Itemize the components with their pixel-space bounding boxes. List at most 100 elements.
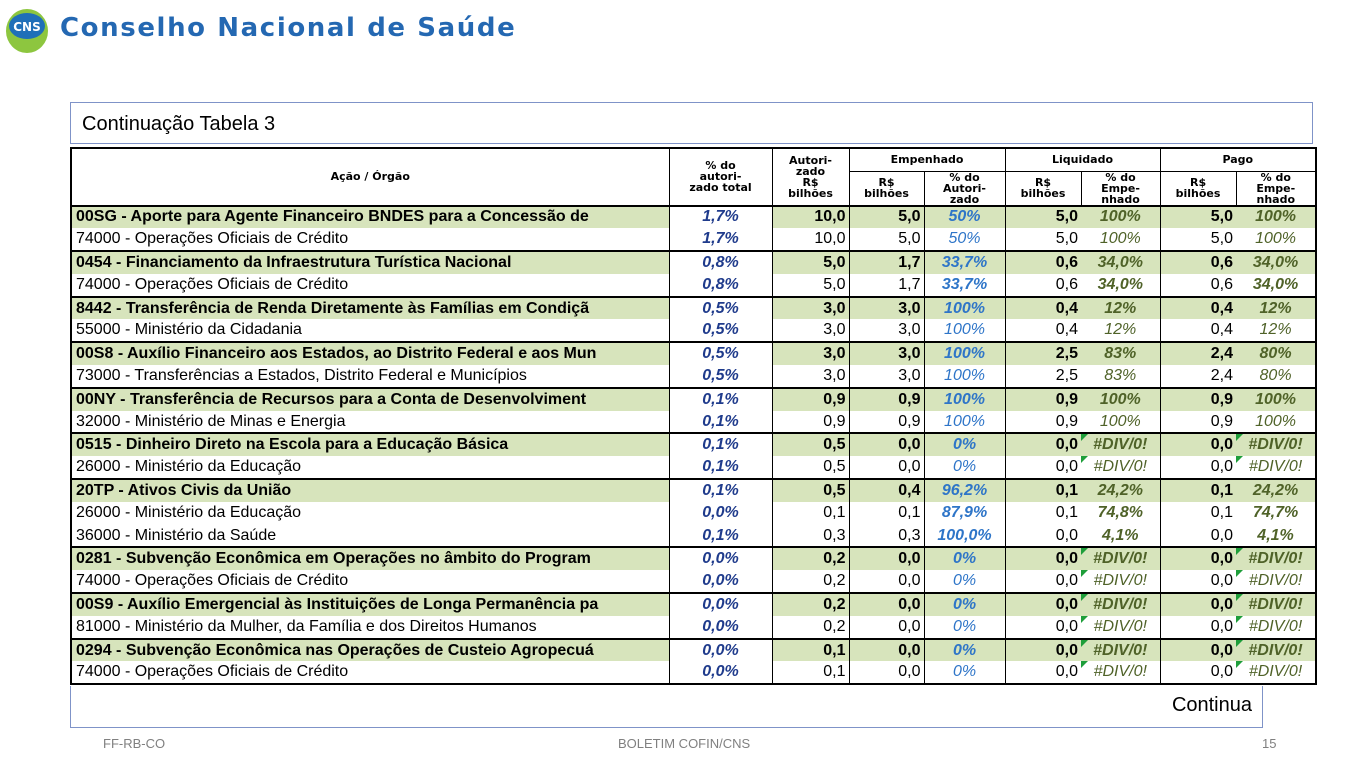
row-pago-pct: #DIV/0! xyxy=(1236,615,1316,639)
table-row-organ: 74000 - Operações Oficiais de Crédito 0,0… xyxy=(70,661,1316,685)
table-row-action: 00S8 - Auxílio Financeiro aos Estados, a… xyxy=(70,341,1317,366)
header-liquidado: Liquidado xyxy=(1004,147,1161,172)
row-liquidado-pct: 83% xyxy=(1104,366,1137,384)
row-name: 74000 - Operações Oficiais de Crédito xyxy=(70,273,669,297)
row-pago: 0,0 xyxy=(1159,432,1237,457)
header-emp-pct: % do Autori-zado xyxy=(923,170,1006,206)
row-autorizado: 0,5 xyxy=(771,456,849,480)
row-pago-pct: 100% xyxy=(1255,412,1296,430)
table-row-action: 00S9 - Auxílio Emergencial às Instituiçõ… xyxy=(70,592,1317,616)
row-empenhado-pct: 33,7% xyxy=(923,273,1006,297)
row-autorizado: 0,1 xyxy=(771,661,849,685)
row-autorizado: 3,0 xyxy=(771,319,849,343)
row-pago-pct: 34,0% xyxy=(1236,250,1317,274)
row-name: 26000 - Ministério da Educação xyxy=(70,456,669,480)
row-name: 00S8 - Auxílio Financeiro aos Estados, a… xyxy=(70,341,669,366)
row-empenhado: 3,0 xyxy=(848,341,924,366)
row-pago: 0,4 xyxy=(1159,295,1237,320)
footer-left: FF-RB-CO xyxy=(103,736,166,751)
table-row-action: 0281 - Subvenção Econômica em Operações … xyxy=(70,546,1317,571)
row-pago: 5,0 xyxy=(1159,228,1237,252)
row-share: 0,0% xyxy=(668,546,772,571)
budget-table: Ação / Órgão % do autori-zado total Autor… xyxy=(70,147,1318,686)
row-liquidado: 0,0 xyxy=(1004,592,1082,616)
row-empenhado: 5,0 xyxy=(848,204,924,229)
row-autorizado: 0,2 xyxy=(771,570,849,594)
row-empenhado: 0,0 xyxy=(848,432,924,457)
row-liquidado: 2,5 xyxy=(1004,365,1082,388)
header-liq-pct: % do Empe-nhado xyxy=(1080,170,1161,206)
svg-text:CNS: CNS xyxy=(13,20,41,34)
row-empenhado: 0,9 xyxy=(848,410,924,434)
row-empenhado: 3,0 xyxy=(848,295,924,320)
row-liquidado: 0,0 xyxy=(1004,637,1082,662)
row-liquidado-pct: #DIV/0! xyxy=(1081,432,1161,457)
row-empenhado-pct: 100% xyxy=(923,341,1006,366)
row-liquidado-pct: 100% xyxy=(1099,230,1141,248)
row-liquidado: 0,1 xyxy=(1004,478,1082,502)
row-pago-pct: 12% xyxy=(1236,295,1317,320)
row-liquidado: 0,0 xyxy=(1004,432,1082,457)
row-liquidado: 0,1 xyxy=(1004,501,1082,525)
row-liquidado: 0,4 xyxy=(1004,319,1082,343)
row-empenhado: 0,4 xyxy=(848,478,924,502)
footer-center: BOLETIM COFIN/CNS xyxy=(618,736,751,751)
row-autorizado: 0,5 xyxy=(771,478,849,502)
table-row-organ: 74000 - Operações Oficiais de Crédito 0,8… xyxy=(70,273,1316,297)
row-liquidado: 0,0 xyxy=(1004,524,1082,548)
row-liquidado-pct: 100% xyxy=(1081,386,1161,411)
row-pago-pct: 12% xyxy=(1259,321,1292,339)
row-pago: 0,0 xyxy=(1159,661,1237,685)
row-liquidado-pct: #DIV/0! xyxy=(1081,456,1160,479)
row-share: 0,8% xyxy=(668,250,772,274)
row-share: 0,1% xyxy=(668,524,772,548)
cns-logo: CNS xyxy=(6,9,48,53)
row-name: 26000 - Ministério da Educação xyxy=(70,501,669,525)
header-autorizado: Autori-zado R$ bilhões xyxy=(771,147,850,206)
table-row-action: 00NY - Transferência de Recursos para a … xyxy=(70,386,1317,411)
row-share: 0,0% xyxy=(668,501,772,525)
header-share: % do autori-zado total xyxy=(668,147,773,206)
row-empenhado-pct: 100% xyxy=(923,365,1006,388)
row-name: 55000 - Ministério da Cidadania xyxy=(70,319,669,343)
row-pago: 2,4 xyxy=(1159,365,1237,388)
row-autorizado: 0,9 xyxy=(771,386,849,411)
header-emp-rs: R$ bilhões xyxy=(848,170,925,206)
header-pago: Pago xyxy=(1159,147,1317,172)
table-row-action: 8442 - Transferência de Renda Diretament… xyxy=(70,295,1317,320)
row-liquidado: 5,0 xyxy=(1004,228,1082,252)
row-autorizado: 0,3 xyxy=(771,524,849,548)
row-empenhado-pct: 0% xyxy=(923,546,1006,571)
row-liquidado: 0,0 xyxy=(1004,661,1082,685)
row-pago-pct: #DIV/0! xyxy=(1236,592,1317,616)
header-empenhado: Empenhado xyxy=(848,147,1006,172)
row-autorizado: 0,1 xyxy=(771,501,849,525)
row-share: 0,0% xyxy=(668,592,772,616)
row-empenhado: 0,9 xyxy=(848,386,924,411)
row-autorizado: 5,0 xyxy=(771,250,849,274)
row-pago: 0,0 xyxy=(1159,456,1237,480)
row-liquidado-pct: #DIV/0! xyxy=(1081,637,1161,662)
row-empenhado-pct: 0% xyxy=(923,637,1006,662)
row-liquidado-pct: 74,8% xyxy=(1097,504,1143,522)
row-pago: 0,9 xyxy=(1159,410,1237,434)
row-liquidado-pct: 34,0% xyxy=(1097,275,1143,293)
row-name: 36000 - Ministério da Saúde xyxy=(70,524,669,548)
row-empenhado-pct: 100,0% xyxy=(923,524,1006,548)
row-pago: 0,0 xyxy=(1159,615,1237,639)
row-pago-pct: 74,7% xyxy=(1252,504,1299,522)
row-liquidado-pct: 100% xyxy=(1081,204,1161,229)
row-empenhado: 0,0 xyxy=(848,456,924,480)
row-share: 0,5% xyxy=(668,319,772,343)
header-liq-rs: R$ bilhões xyxy=(1004,170,1082,206)
row-liquidado-pct: #DIV/0! xyxy=(1081,570,1160,593)
row-share: 0,1% xyxy=(668,386,772,411)
row-name: 00SG - Aporte para Agente Financeiro BND… xyxy=(70,204,669,229)
row-autorizado: 0,2 xyxy=(771,592,849,616)
row-empenhado-pct: 100% xyxy=(923,319,1006,343)
row-autorizado: 3,0 xyxy=(771,341,849,366)
row-empenhado-pct: 0% xyxy=(923,615,1006,639)
row-liquidado-pct: #DIV/0! xyxy=(1081,592,1161,616)
row-name: 00S9 - Auxílio Emergencial às Instituiçõ… xyxy=(70,592,669,616)
row-empenhado: 0,0 xyxy=(848,637,924,662)
